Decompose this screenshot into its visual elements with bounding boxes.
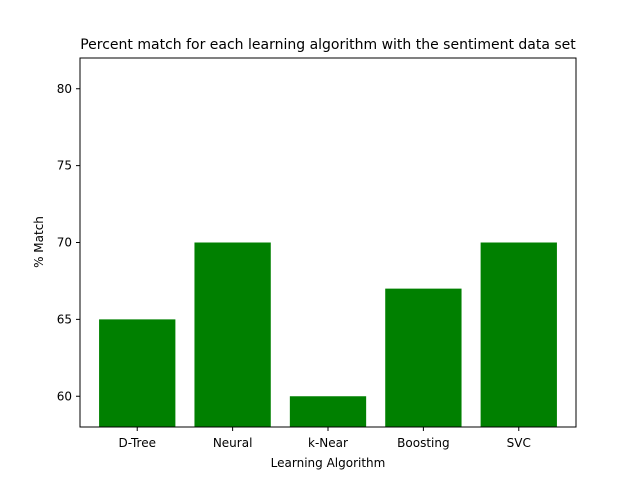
y-tick-label: 75 <box>57 159 72 173</box>
y-axis-label: % Match <box>32 216 46 268</box>
y-tick-label: 80 <box>57 82 72 96</box>
bars-group <box>99 242 557 427</box>
x-axis-label: Learning Algorithm <box>271 456 386 470</box>
bar-neural <box>194 242 271 427</box>
chart-title: Percent match for each learning algorith… <box>80 37 576 53</box>
y-tick-label: 65 <box>57 312 72 326</box>
bar-svc <box>480 242 557 427</box>
x-tick-label: SVC <box>507 436 531 450</box>
bar-d-tree <box>99 319 176 427</box>
y-tick-label: 60 <box>57 389 72 403</box>
x-tick-label: Boosting <box>397 436 449 450</box>
y-axis: 60 65 70 75 80 <box>57 82 80 403</box>
x-tick-label: Neural <box>213 436 253 450</box>
x-axis: D-Tree Neural k-Near Boosting SVC <box>118 427 531 450</box>
bar-boosting <box>385 288 462 427</box>
y-tick-label: 70 <box>57 236 72 250</box>
bar-k-near <box>289 396 367 427</box>
x-tick-label: D-Tree <box>118 436 155 450</box>
x-tick-label: k-Near <box>308 436 348 450</box>
